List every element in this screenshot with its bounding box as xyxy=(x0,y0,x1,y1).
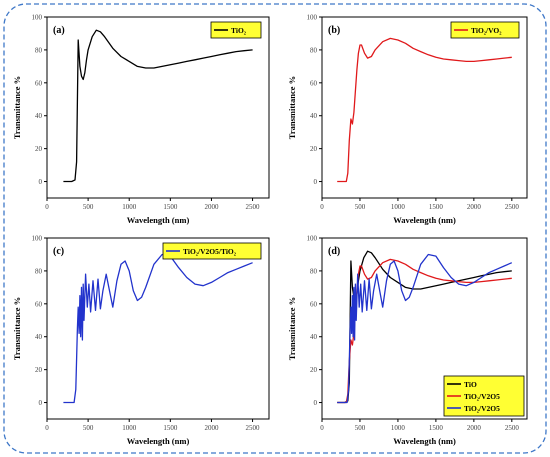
x-tick-label: 500 xyxy=(83,203,94,211)
y-tick-label: 100 xyxy=(307,235,318,243)
x-tick-label: 2000 xyxy=(204,424,219,432)
y-tick-label: 0 xyxy=(314,178,318,186)
plot-frame xyxy=(321,16,528,199)
x-tick-label: 2500 xyxy=(505,203,520,211)
y-tick-label: 60 xyxy=(35,300,43,308)
y-tick-label: 40 xyxy=(35,333,43,341)
y-tick-label: 40 xyxy=(310,112,318,120)
legend-label: TiO₂ xyxy=(231,26,247,35)
x-tick-label: 2500 xyxy=(246,203,261,211)
x-tick-label: 0 xyxy=(45,424,49,432)
x-tick-label: 0 xyxy=(320,203,324,211)
x-tick-label: 1500 xyxy=(163,424,178,432)
x-tick-label: 1000 xyxy=(391,203,406,211)
x-axis-label: Wavelength (nm) xyxy=(393,215,456,225)
series-line xyxy=(337,250,512,404)
x-tick-label: 1000 xyxy=(122,203,137,211)
y-tick-label: 100 xyxy=(32,235,43,243)
y-tick-label: 0 xyxy=(314,399,318,407)
y-tick-label: 80 xyxy=(310,46,318,54)
panel-label: (a) xyxy=(53,25,65,36)
plot-frame xyxy=(321,237,528,420)
y-tick-label: 0 xyxy=(39,178,43,186)
x-tick-label: 500 xyxy=(355,203,366,211)
series-line xyxy=(63,253,253,404)
x-tick-label: 1500 xyxy=(163,203,178,211)
legend-label: TiO₂/V2O5 xyxy=(464,392,500,401)
plot-frame xyxy=(46,16,270,199)
series-line xyxy=(63,29,253,183)
legend-label: TiO₂/VO₂ xyxy=(471,26,502,35)
y-tick-label: 40 xyxy=(310,333,318,341)
series-line xyxy=(337,37,512,183)
y-tick-label: 80 xyxy=(35,46,43,54)
y-tick-label: 80 xyxy=(310,267,318,275)
x-tick-label: 1500 xyxy=(429,424,444,432)
figure-border xyxy=(3,3,547,454)
y-axis-label: Transmittance % xyxy=(12,76,22,139)
y-tick-label: 20 xyxy=(310,366,318,374)
legend: TiO₂/V2O5/TiO₂ xyxy=(162,242,262,260)
y-tick-label: 20 xyxy=(35,366,43,374)
x-tick-label: 500 xyxy=(355,424,366,432)
panel-label: (d) xyxy=(328,246,340,257)
y-axis-label: Transmittance % xyxy=(287,76,297,139)
series-line xyxy=(337,253,513,404)
legend-label: TiO₂/V2O5 xyxy=(464,404,500,413)
y-tick-label: 20 xyxy=(310,145,318,153)
y-tick-label: 60 xyxy=(35,79,43,87)
legend-box xyxy=(450,21,520,39)
y-tick-label: 60 xyxy=(310,79,318,87)
x-axis-label: Wavelength (nm) xyxy=(393,436,456,446)
x-tick-label: 1500 xyxy=(429,203,444,211)
plot-frame xyxy=(46,237,270,420)
legend: TiO₂ xyxy=(210,21,262,39)
legend: TiO₂/VO₂ xyxy=(450,21,520,39)
x-tick-label: 500 xyxy=(83,424,94,432)
x-tick-label: 2000 xyxy=(467,203,482,211)
y-tick-label: 100 xyxy=(32,14,43,22)
y-axis-label: Transmittance % xyxy=(12,297,22,360)
legend-box xyxy=(162,242,262,260)
x-tick-label: 2500 xyxy=(505,424,520,432)
panel-label: (c) xyxy=(53,246,64,257)
legend-label: TiO₂/V2O5/TiO₂ xyxy=(183,247,237,256)
x-tick-label: 2000 xyxy=(467,424,482,432)
x-tick-label: 2500 xyxy=(246,424,261,432)
y-tick-label: 20 xyxy=(35,145,43,153)
x-axis-label: Wavelength (nm) xyxy=(127,436,190,446)
y-tick-label: 40 xyxy=(35,112,43,120)
x-tick-label: 2000 xyxy=(204,203,219,211)
y-tick-label: 0 xyxy=(39,399,43,407)
y-tick-label: 60 xyxy=(310,300,318,308)
x-tick-label: 0 xyxy=(45,203,49,211)
x-axis-label: Wavelength (nm) xyxy=(127,215,190,225)
y-axis-label: Transmittance % xyxy=(287,297,297,360)
legend-label: TiO xyxy=(464,380,477,389)
x-tick-label: 0 xyxy=(320,424,324,432)
legend-box xyxy=(210,21,262,39)
series-line xyxy=(337,258,512,404)
panel-label: (b) xyxy=(328,25,340,36)
x-tick-label: 1000 xyxy=(122,424,137,432)
y-tick-label: 100 xyxy=(307,14,318,22)
y-tick-label: 80 xyxy=(35,267,43,275)
legend: TiO TiO₂/V2O5 TiO₂/V2O5 xyxy=(443,375,525,417)
x-tick-label: 1000 xyxy=(391,424,406,432)
